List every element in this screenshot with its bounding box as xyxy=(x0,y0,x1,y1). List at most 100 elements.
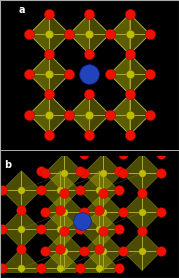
Point xyxy=(48,72,51,76)
Polygon shape xyxy=(90,95,110,135)
Point xyxy=(63,229,66,234)
Point xyxy=(63,190,66,195)
Point xyxy=(88,132,91,137)
Polygon shape xyxy=(2,171,41,210)
Point xyxy=(78,227,81,231)
Polygon shape xyxy=(49,54,69,95)
Point xyxy=(121,210,124,214)
Point xyxy=(63,210,66,214)
Point xyxy=(128,32,131,36)
Point xyxy=(88,12,91,16)
Point xyxy=(1,188,3,192)
Point xyxy=(20,227,23,231)
Polygon shape xyxy=(80,171,119,210)
Polygon shape xyxy=(45,232,84,270)
Point xyxy=(98,207,101,212)
Polygon shape xyxy=(2,249,41,278)
Point xyxy=(82,210,85,214)
Polygon shape xyxy=(2,210,41,249)
Point xyxy=(28,112,31,117)
Polygon shape xyxy=(84,154,123,193)
Point xyxy=(48,32,51,36)
Point xyxy=(48,12,51,16)
Point xyxy=(160,152,163,156)
Point xyxy=(20,266,23,270)
Point xyxy=(102,249,105,253)
Point xyxy=(108,72,111,76)
Polygon shape xyxy=(69,14,90,54)
Point xyxy=(108,112,111,117)
Point xyxy=(78,168,81,173)
Point xyxy=(117,266,120,270)
Point xyxy=(88,32,91,36)
Point xyxy=(141,190,143,195)
Point xyxy=(141,249,143,253)
Polygon shape xyxy=(84,232,123,270)
Polygon shape xyxy=(110,54,130,95)
Point xyxy=(102,190,105,195)
Polygon shape xyxy=(45,193,84,232)
Point xyxy=(121,171,124,175)
Polygon shape xyxy=(80,249,119,278)
Point xyxy=(59,207,62,212)
Point xyxy=(141,210,143,214)
Point xyxy=(160,249,163,253)
Point xyxy=(128,132,131,137)
Point xyxy=(68,72,71,76)
Point xyxy=(48,52,51,56)
Point xyxy=(82,152,85,156)
Point xyxy=(43,171,46,175)
Text: a: a xyxy=(19,5,25,15)
Polygon shape xyxy=(29,14,49,54)
Point xyxy=(48,112,51,117)
Point xyxy=(128,12,131,16)
Point xyxy=(148,72,151,76)
Text: b: b xyxy=(4,160,12,170)
Point xyxy=(20,246,23,251)
Point xyxy=(59,246,62,251)
Point xyxy=(128,112,131,117)
Polygon shape xyxy=(123,232,161,270)
Point xyxy=(98,266,101,270)
Point xyxy=(141,229,143,234)
Polygon shape xyxy=(41,249,80,278)
Point xyxy=(128,72,131,76)
Point xyxy=(88,72,91,76)
Point xyxy=(88,112,91,117)
Polygon shape xyxy=(45,154,84,193)
Point xyxy=(63,171,66,175)
Point xyxy=(160,171,163,175)
Point xyxy=(121,249,124,253)
Polygon shape xyxy=(90,14,110,54)
Point xyxy=(48,92,51,97)
Point xyxy=(117,188,120,192)
Point xyxy=(117,168,120,173)
Point xyxy=(148,112,151,117)
Point xyxy=(88,112,91,117)
Polygon shape xyxy=(110,95,130,135)
Point xyxy=(39,168,42,173)
Point xyxy=(59,188,62,192)
Point xyxy=(48,112,51,117)
Polygon shape xyxy=(123,193,161,232)
Point xyxy=(102,210,105,214)
Point xyxy=(28,72,31,76)
Point xyxy=(128,32,131,36)
Point xyxy=(39,227,42,231)
Point xyxy=(88,52,91,56)
Point xyxy=(28,32,31,36)
Point xyxy=(141,171,143,175)
Point xyxy=(117,227,120,231)
Polygon shape xyxy=(123,154,161,193)
Point xyxy=(1,266,3,270)
Polygon shape xyxy=(29,54,49,95)
Polygon shape xyxy=(41,210,80,249)
Polygon shape xyxy=(49,95,69,135)
Point xyxy=(128,72,131,76)
Point xyxy=(59,227,62,231)
Polygon shape xyxy=(130,14,150,54)
Point xyxy=(128,92,131,97)
Polygon shape xyxy=(130,95,150,135)
Polygon shape xyxy=(41,171,80,210)
Point xyxy=(160,210,163,214)
